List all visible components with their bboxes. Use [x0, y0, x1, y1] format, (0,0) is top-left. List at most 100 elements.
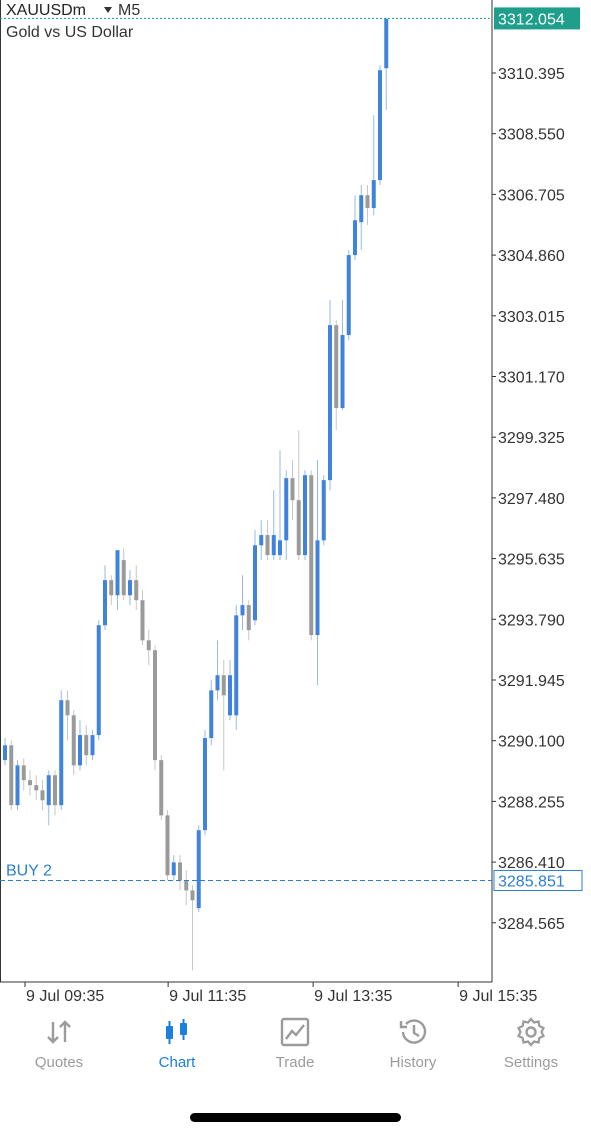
- candle-body: [296, 500, 301, 556]
- tab[interactable]: Quotes: [0, 1016, 118, 1071]
- candle-body: [334, 325, 339, 409]
- candle-body: [84, 735, 89, 756]
- candle-body: [153, 650, 157, 761]
- candle-body: [309, 475, 314, 636]
- candle-body: [184, 880, 189, 891]
- candle-body: [78, 735, 82, 766]
- candle-body: [40, 790, 45, 801]
- candle-body: [196, 830, 201, 909]
- tab[interactable]: Trade: [236, 1016, 354, 1071]
- y-tick-label: 3306.705: [498, 187, 565, 204]
- candle-body: [53, 775, 57, 806]
- candle-body: [121, 560, 126, 596]
- candle-body: [371, 180, 376, 209]
- tab-label[interactable]: Trade: [275, 1054, 315, 1071]
- y-tick-label: 3290.100: [498, 734, 565, 751]
- x-tick-label: 9 Jul 11:35: [169, 988, 246, 1005]
- tab-icon[interactable]: [161, 1016, 193, 1048]
- chart: XAUUSDm M5 Gold vs US Dollar 3284.565 328…: [0, 0, 583, 1005]
- candle-body: [134, 580, 139, 601]
- x-tick-label: 9 Jul 09:35: [26, 988, 104, 1005]
- candle-body: [203, 738, 207, 831]
- candle-body: [178, 862, 182, 881]
- candle-body: [109, 580, 114, 596]
- candle-body: [340, 335, 345, 409]
- candle-body: [21, 765, 26, 781]
- candle-body: [265, 535, 270, 556]
- y-tick-label: 3291.945: [498, 673, 565, 690]
- candle-body: [28, 780, 32, 786]
- tab-label[interactable]: Settings: [503, 1054, 559, 1071]
- y-tick-label: 3304.860: [498, 248, 565, 265]
- candle-body: [221, 675, 226, 696]
- description: Gold vs US Dollar: [6, 24, 134, 41]
- candle-body: [378, 70, 382, 181]
- order-price-label: 3285.851: [498, 873, 565, 890]
- candle-body: [321, 480, 326, 541]
- candle-body: [228, 675, 232, 716]
- candle-body: [3, 745, 7, 761]
- candle-body: [328, 325, 332, 481]
- candle-body: [365, 195, 370, 209]
- x-tick-label: 9 Jul 13:35: [314, 988, 392, 1005]
- tab[interactable]: Chart: [118, 1016, 236, 1071]
- symbol[interactable]: XAUUSDm: [6, 2, 86, 19]
- candle-body: [384, 18, 389, 69]
- candle-body: [290, 478, 295, 501]
- candle-body: [90, 735, 95, 756]
- candle-body: [346, 255, 351, 336]
- candle-body: [359, 195, 364, 223]
- candle-body: [65, 700, 70, 716]
- dropdown-icon[interactable]: [104, 7, 112, 13]
- candle-body: [9, 745, 14, 806]
- candle-body: [15, 765, 20, 806]
- current-price-label: 3312.054: [498, 11, 565, 28]
- tab[interactable]: History: [354, 1016, 472, 1071]
- candle-body: [353, 220, 357, 256]
- candle-body: [190, 890, 195, 901]
- candle-body: [215, 675, 220, 691]
- timeframe[interactable]: M5: [118, 2, 140, 19]
- y-tick-label: 3310.395: [498, 66, 565, 83]
- y-tick-label: 3297.480: [498, 491, 565, 508]
- candle-body: [171, 862, 176, 876]
- candle-body: [103, 580, 107, 626]
- y-tick-label: 3286.410: [498, 855, 565, 872]
- order-price-tag: [493, 869, 583, 891]
- tab-icon[interactable]: [43, 1016, 75, 1048]
- candle-body: [146, 640, 151, 651]
- candle-body: [115, 550, 120, 596]
- tab-label[interactable]: History: [389, 1054, 437, 1071]
- candle-body: [96, 625, 101, 736]
- candle-body: [34, 785, 39, 791]
- y-tick-label: 3308.550: [498, 127, 565, 144]
- candle-body: [234, 615, 239, 716]
- y-tick-label: 3288.255: [498, 794, 565, 811]
- x-tick-label: 9 Jul 15:35: [459, 988, 537, 1005]
- y-tick-label: 3303.015: [498, 309, 565, 326]
- candle-body: [71, 715, 76, 766]
- y-tick-label: 3299.325: [498, 430, 565, 447]
- y-tick-label: 3293.790: [498, 612, 565, 629]
- candle-body: [284, 478, 289, 541]
- tab-label[interactable]: Quotes: [34, 1054, 84, 1071]
- candle-body: [253, 545, 257, 621]
- y-tick-label: 3301.170: [498, 369, 565, 386]
- order-label: BUY 2: [6, 862, 52, 879]
- candle-body: [128, 580, 132, 596]
- y-tick-label: 3284.565: [498, 916, 565, 933]
- candle-body: [278, 540, 282, 556]
- candle-body: [259, 535, 264, 546]
- candle-body: [59, 700, 64, 806]
- tab-icon[interactable]: [515, 1016, 547, 1048]
- tab-icon[interactable]: [279, 1016, 311, 1048]
- tab[interactable]: Settings: [472, 1016, 590, 1071]
- tab-label[interactable]: Chart: [158, 1054, 196, 1071]
- candle-body: [165, 815, 170, 876]
- tab-icon[interactable]: [397, 1016, 429, 1048]
- candle-body: [315, 540, 320, 636]
- candle-body: [209, 690, 214, 739]
- candle-body: [303, 475, 307, 556]
- y-tick-label: 3295.635: [498, 552, 565, 569]
